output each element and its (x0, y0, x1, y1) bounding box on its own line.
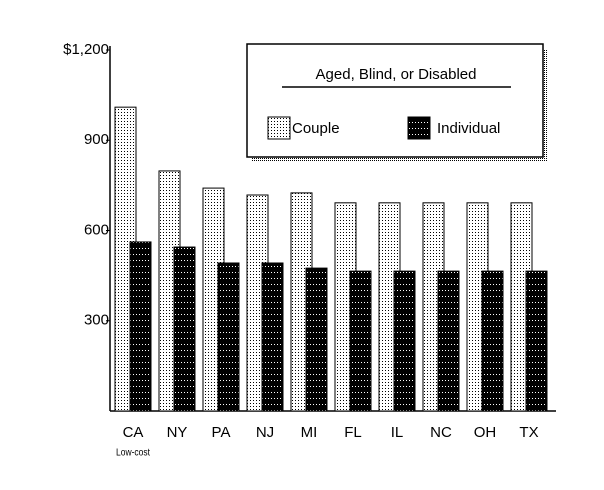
legend: Aged, Blind, or Disabled Couple Individua… (246, 43, 548, 162)
bar (525, 270, 548, 412)
bar (349, 270, 372, 412)
y-tick-label: $1,200 (63, 41, 109, 58)
x-tick-label: NY (167, 424, 188, 441)
x-tick-label: FL (344, 424, 362, 441)
bar (437, 270, 460, 412)
x-tick-label: TX (519, 424, 538, 441)
y-tick-label: 300 (84, 312, 109, 329)
x-tick-label: NJ (256, 424, 274, 441)
bar (305, 267, 328, 412)
x-tick-label: PA (212, 424, 231, 441)
legend-box (246, 43, 544, 158)
x-tick-label: IL (391, 424, 404, 441)
y-tick-label: 900 (84, 131, 109, 148)
x-tick-label: MI (301, 424, 318, 441)
bar (129, 241, 152, 412)
bar (481, 270, 504, 412)
x-tick-label: OH (474, 424, 497, 441)
legend-label: Individual (437, 120, 500, 137)
y-tick-label: 600 (84, 221, 109, 238)
category-note: Low-cost (116, 448, 150, 459)
x-tick-label: NC (430, 424, 452, 441)
bar (173, 246, 196, 412)
bar (393, 270, 416, 412)
legend-swatch (267, 116, 291, 140)
x-tick-label: CA (123, 424, 144, 441)
legend-swatch (407, 116, 431, 140)
legend-title: Aged, Blind, or Disabled (316, 66, 477, 83)
legend-label: Couple (292, 120, 340, 137)
bar (217, 262, 240, 412)
bar (261, 262, 284, 412)
